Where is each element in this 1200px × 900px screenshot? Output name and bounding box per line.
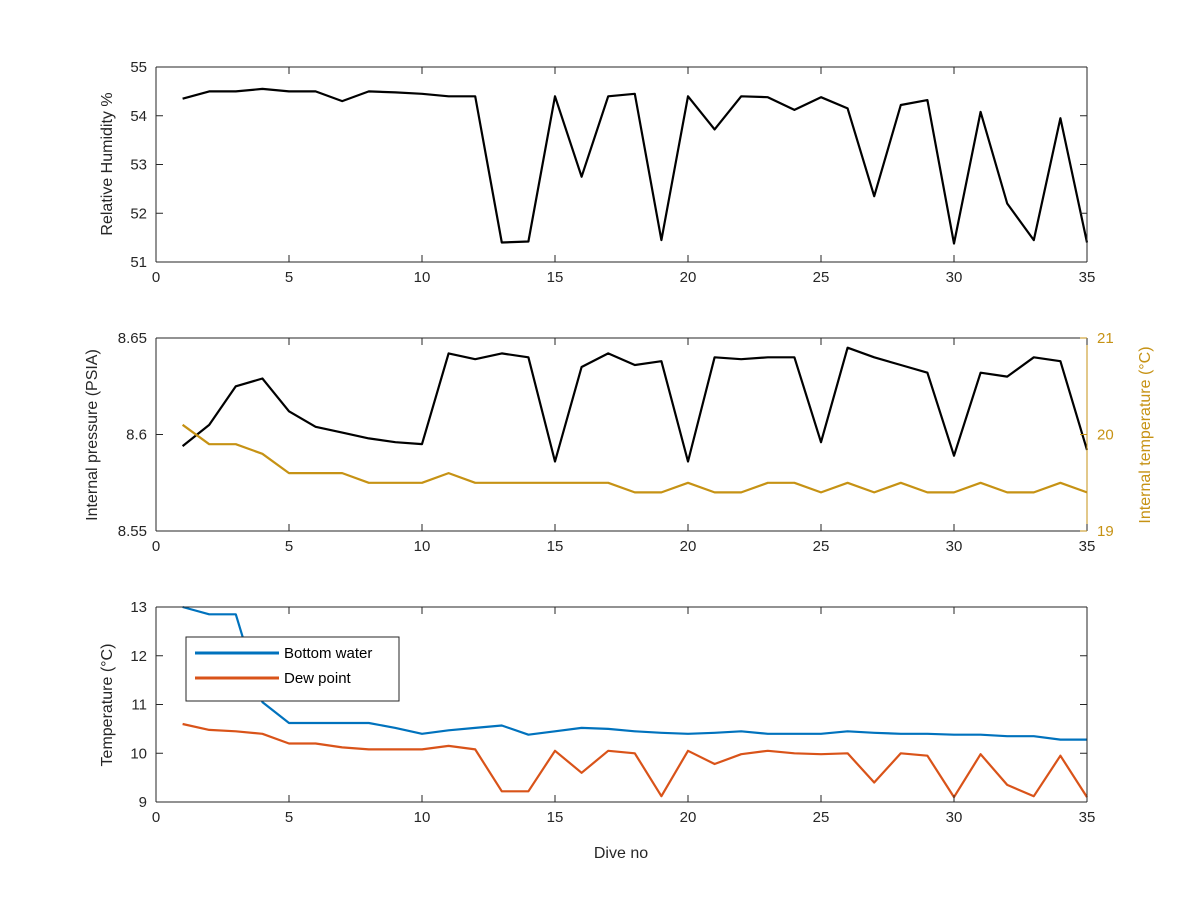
series-0-line	[182, 87, 1089, 245]
y-tick-label: 12	[130, 648, 147, 665]
x-tick-label: 0	[152, 269, 160, 286]
y-tick-label: 51	[130, 254, 147, 271]
pressure-panel: Internal pressure (PSIA) Internal temper…	[84, 330, 1154, 555]
x-tick-label: 5	[285, 538, 293, 555]
x-tick-label: 15	[547, 809, 564, 826]
x-tick-label: 5	[285, 809, 293, 826]
series-0-line	[181, 346, 1089, 463]
x-tick-label: 25	[813, 538, 830, 555]
y-tick-label: 11	[131, 697, 147, 714]
series-1-line	[181, 423, 1088, 494]
y-tick-label: 55	[130, 59, 147, 76]
legend-label: Dew point	[284, 670, 352, 687]
x-tick-label: 20	[680, 269, 697, 286]
y2-tick-label: 20	[1097, 427, 1114, 444]
x-tick-label: 20	[680, 538, 697, 555]
x-tick-label: 0	[152, 809, 160, 826]
y-tick-label: 13	[130, 599, 147, 616]
x-tick-label: 0	[152, 538, 160, 555]
pressure-y-label: Internal pressure (PSIA)	[84, 349, 101, 521]
x-tick-label: 30	[946, 269, 963, 286]
humidity-y-label: Relative Humidity %	[99, 92, 116, 235]
y-tick-label: 53	[130, 157, 147, 174]
y-tick-label: 8.55	[118, 523, 147, 540]
x-tick-label: 30	[946, 538, 963, 555]
x-tick-label: 35	[1079, 269, 1096, 286]
y-tick-label: 9	[139, 794, 147, 811]
x-tick-label: 10	[414, 538, 431, 555]
x-tick-label: 10	[414, 809, 431, 826]
y-tick-label: 54	[130, 108, 147, 125]
bottom-water-line	[182, 605, 1087, 741]
humidity-panel: Relative Humidity % 0 5 10 15 20 25 30 35 51 52 53…	[99, 59, 1095, 286]
y-tick-label: 8.6	[126, 427, 147, 444]
x-tick-label: 10	[414, 269, 431, 286]
y2-tick-label: 19	[1097, 523, 1114, 540]
temperature-panel: Temperature (°C) Dive no 0 5 10 15 20 25 30 35 9…	[99, 599, 1095, 862]
x-tick-label: 35	[1079, 809, 1096, 826]
internal-temperature-y-label: Internal temperature (°C)	[1137, 346, 1154, 523]
x-tick-label: 35	[1079, 538, 1096, 555]
dew-point-line	[182, 722, 1088, 799]
x-tick-label: 15	[547, 538, 564, 555]
legend-box	[185, 636, 400, 702]
x-tick-label: 30	[946, 809, 963, 826]
x-tick-label: 5	[285, 269, 293, 286]
x-tick-label: 25	[813, 809, 830, 826]
x-tick-label: 15	[547, 269, 564, 286]
y-tick-label: 8.65	[118, 330, 147, 347]
x-axis-label: Dive no	[594, 845, 648, 862]
x-tick-label: 20	[680, 809, 697, 826]
y-tick-label: 10	[130, 745, 147, 762]
x-tick-label: 25	[813, 269, 830, 286]
temperature-y-label: Temperature (°C)	[99, 644, 116, 767]
legend-label: Bottom water	[284, 645, 372, 662]
y2-tick-label: 21	[1097, 330, 1114, 347]
y-tick-label: 52	[130, 205, 147, 222]
